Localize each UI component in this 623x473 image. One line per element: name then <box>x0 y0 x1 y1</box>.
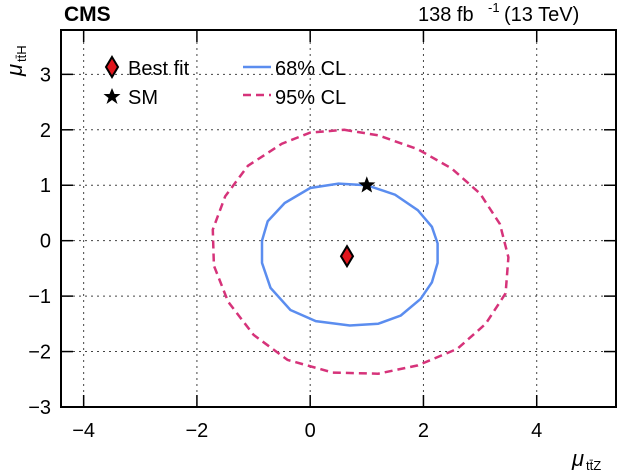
legend-68-label: 68% CL <box>275 58 346 80</box>
sm-marker <box>358 176 376 193</box>
y-tick-label: −3 <box>28 397 51 419</box>
x-axis-subscript: tt̄Z <box>586 458 601 473</box>
y-tick-label: 1 <box>40 175 51 197</box>
legend-sm-label: SM <box>128 87 158 109</box>
y-tick-label: −2 <box>28 342 51 364</box>
x-tick-label: −2 <box>186 420 209 442</box>
y-tick-label: 3 <box>40 64 51 86</box>
points <box>339 176 376 269</box>
axis-ticks <box>61 30 616 408</box>
luminosity-label: 138 fb -1 (13 TeV) <box>418 0 579 26</box>
luminosity-value: 138 fb <box>418 4 474 26</box>
x-axis-title: μ tt̄Z <box>571 446 601 473</box>
y-tick-label: −1 <box>28 286 51 308</box>
contour-95 <box>211 128 510 375</box>
y-axis-symbol: μ <box>2 64 27 77</box>
legend-best-fit-label: Best fit <box>128 58 190 80</box>
contours <box>211 128 510 375</box>
legend: Best fit SM 68% CL 95% CL <box>103 55 346 109</box>
x-tick-label: 2 <box>418 420 429 442</box>
y-tick-label: 2 <box>40 120 51 142</box>
x-tick-label: 0 <box>305 420 316 442</box>
x-tick-label: 4 <box>531 420 542 442</box>
experiment-label: CMS <box>64 3 111 26</box>
tick-labels: −4 −2 0 2 4 −3 −2 −1 0 1 2 3 <box>28 64 542 442</box>
y-tick-label: 0 <box>40 231 51 253</box>
best-fit-marker <box>339 244 355 269</box>
contour-68 <box>260 182 439 327</box>
y-axis-subscript: tt̄H <box>14 45 29 62</box>
legend-best-fit-marker <box>104 55 120 79</box>
x-tick-label: −4 <box>72 420 95 442</box>
legend-sm-marker <box>103 88 121 104</box>
energy-label: (13 TeV) <box>504 4 579 26</box>
legend-95-label: 95% CL <box>275 87 346 109</box>
plot-frame <box>60 29 617 408</box>
y-axis-title: μ tt̄H <box>2 45 29 77</box>
x-axis-symbol: μ <box>571 446 584 471</box>
luminosity-exponent: -1 <box>488 0 500 15</box>
gridlines <box>61 30 616 407</box>
svg-text:138 fb: 138 fb <box>418 4 474 26</box>
